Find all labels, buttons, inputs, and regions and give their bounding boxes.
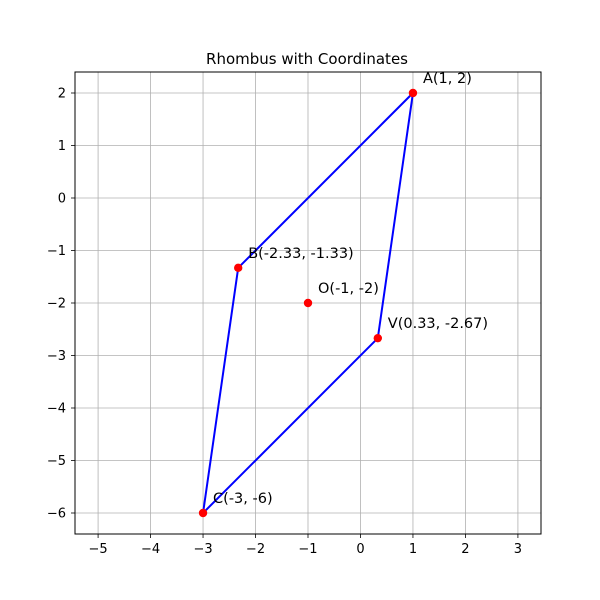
y-tick-label: −5 bbox=[47, 454, 66, 469]
x-tick-label: −5 bbox=[89, 542, 108, 557]
y-tick-label: −1 bbox=[47, 244, 66, 259]
y-tick-label: −6 bbox=[47, 507, 66, 522]
x-tick-label: −3 bbox=[193, 542, 212, 557]
plot-frame bbox=[74, 71, 542, 535]
point-a bbox=[408, 88, 418, 98]
x-tick-label: −1 bbox=[298, 542, 317, 557]
chart-title: Rhombus with Coordinates bbox=[206, 50, 408, 68]
axis-ticks: −5 −4 −3 −2 −1 0 1 2 3 −6 −5 −4 −3 −2 −1 0 1 2 bbox=[47, 87, 522, 558]
point-label-v: V(0.33, -2.67) bbox=[388, 316, 488, 332]
point-b bbox=[234, 263, 243, 273]
y-tick-label: 1 bbox=[58, 139, 66, 154]
point-c bbox=[198, 508, 208, 518]
point-v bbox=[373, 333, 382, 343]
x-tick-label: −2 bbox=[246, 542, 265, 557]
y-tick-label: −2 bbox=[47, 297, 66, 312]
y-tick-label: −4 bbox=[47, 402, 66, 417]
y-tick-label: 2 bbox=[58, 87, 66, 102]
x-tick-label: 2 bbox=[461, 542, 469, 557]
x-tick-label: −4 bbox=[141, 542, 160, 557]
y-tick-label: −3 bbox=[47, 349, 66, 364]
x-tick-label: 0 bbox=[356, 542, 364, 557]
point-labels: A(1, 2) B(-2.33, -1.33) C(-3, -6) V(0.33, -… bbox=[213, 71, 488, 507]
point-o bbox=[303, 298, 313, 308]
x-tick-label: 1 bbox=[409, 542, 417, 557]
point-label-a: A(1, 2) bbox=[423, 71, 472, 87]
data-points bbox=[198, 88, 418, 518]
y-tick-label: 0 bbox=[58, 192, 66, 207]
point-label-c: C(-3, -6) bbox=[213, 491, 273, 507]
point-label-b: B(-2.33, -1.33) bbox=[248, 246, 354, 262]
point-label-o: O(-1, -2) bbox=[318, 281, 379, 297]
x-tick-label: 3 bbox=[514, 542, 522, 557]
